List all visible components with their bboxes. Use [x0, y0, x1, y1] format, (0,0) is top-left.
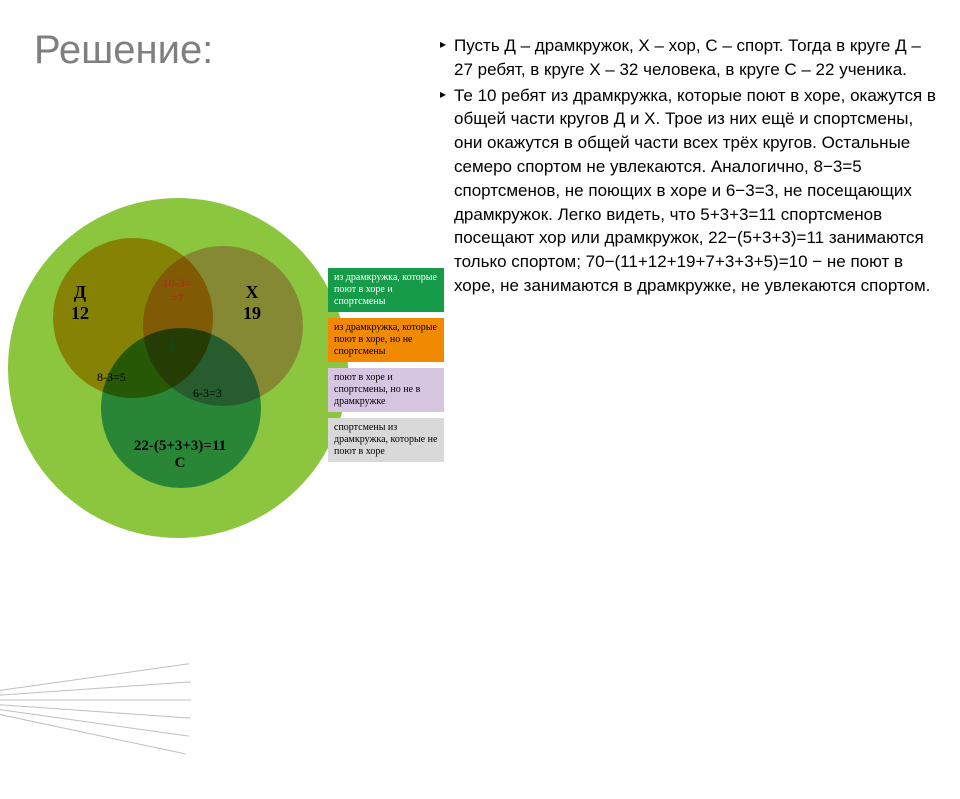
label-c: 22-(5+3+3)=11С	[115, 438, 245, 472]
overlap-dxc: 3	[166, 336, 175, 357]
paragraph-1: Пусть Д – драмкружок, Х – хор, С – спорт…	[440, 34, 940, 82]
legend-item-2: из драмкружка, которые поют в хоре, но н…	[328, 318, 444, 362]
page-title: Решение:	[34, 28, 213, 73]
legend-item-1: из драмкружка, которые поют в хоре и спо…	[328, 268, 444, 312]
label-d: Д12	[71, 282, 89, 324]
explanation-text: Пусть Д – драмкружок, Х – хор, С – спорт…	[440, 34, 940, 300]
legend: из драмкружка, которые поют в хоре и спо…	[328, 268, 444, 468]
overlap-dc: 8-3=5	[97, 370, 126, 385]
legend-item-4: спортсмены из драмкружка, которые не пою…	[328, 418, 444, 462]
label-x: Х19	[243, 282, 261, 324]
venn-diagram: Д12 Х19 22-(5+3+3)=11С 10-3= =7 3 8-3=5 …	[8, 168, 426, 548]
overlap-dx: 10-3= =7	[152, 276, 202, 306]
corner-decor	[0, 561, 223, 798]
legend-item-3: поют в хоре и спортсмены, но не в драмкр…	[328, 368, 444, 412]
venn-group: Д12 Х19 22-(5+3+3)=11С 10-3= =7 3 8-3=5 …	[53, 238, 303, 488]
paragraph-2: Те 10 ребят из драмкружка, которые поют …	[440, 84, 940, 298]
overlap-xc: 6-3=3	[193, 386, 222, 401]
